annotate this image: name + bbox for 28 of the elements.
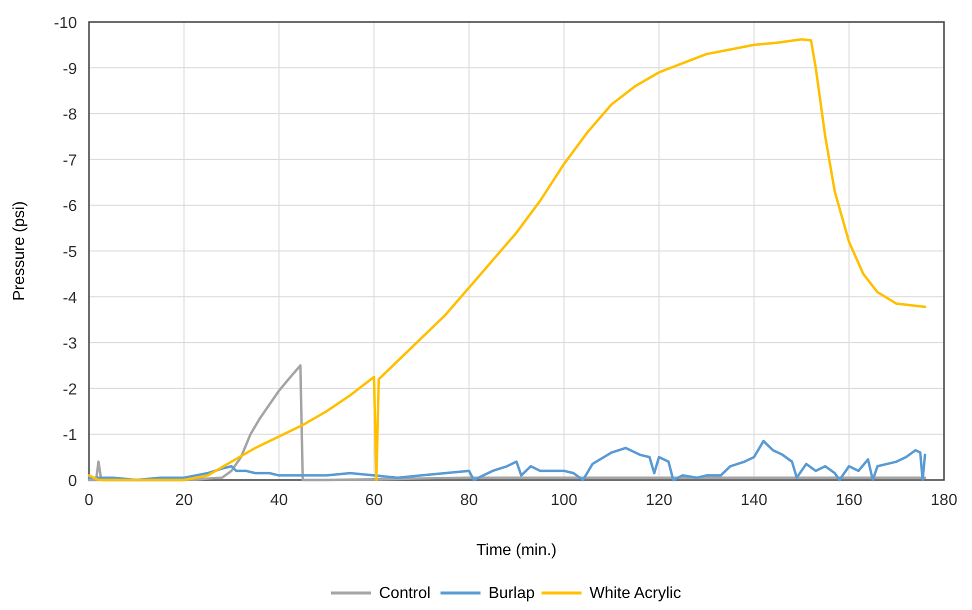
legend-label: Burlap [488,585,535,602]
x-tick-label: 140 [740,492,768,509]
x-tick-label: 160 [836,492,862,509]
y-tick-label: 0 [68,473,78,490]
x-tick-label: 20 [175,492,193,509]
legend-label: Control [379,585,431,602]
y-tick-label: -7 [62,152,78,170]
y-tick-label: -3 [62,336,78,353]
y-axis-title: Pressure (psi) [11,201,28,301]
x-tick-label: 120 [646,492,672,509]
y-tick-label: -2 [62,381,78,398]
y-tick-label: -6 [62,198,78,216]
y-tick-label: -4 [62,290,78,307]
x-axis-title: Time (min.) [476,542,557,559]
x-tick-label: 40 [270,492,288,509]
x-tick-label: 180 [930,492,958,509]
x-tick-label: 0 [84,492,94,509]
x-tick-label: 100 [550,492,578,509]
y-tick-label: -10 [54,15,78,32]
x-tick-label: 80 [460,492,478,509]
y-tick-label: -9 [62,60,78,78]
y-tick-label: -8 [62,106,78,124]
legend-label: White Acrylic [590,585,682,602]
line-series [88,440,926,482]
y-tick-label: -1 [62,427,78,444]
x-tick-label: 60 [365,492,383,509]
line-series [88,38,926,482]
y-tick-label: -5 [62,244,78,261]
